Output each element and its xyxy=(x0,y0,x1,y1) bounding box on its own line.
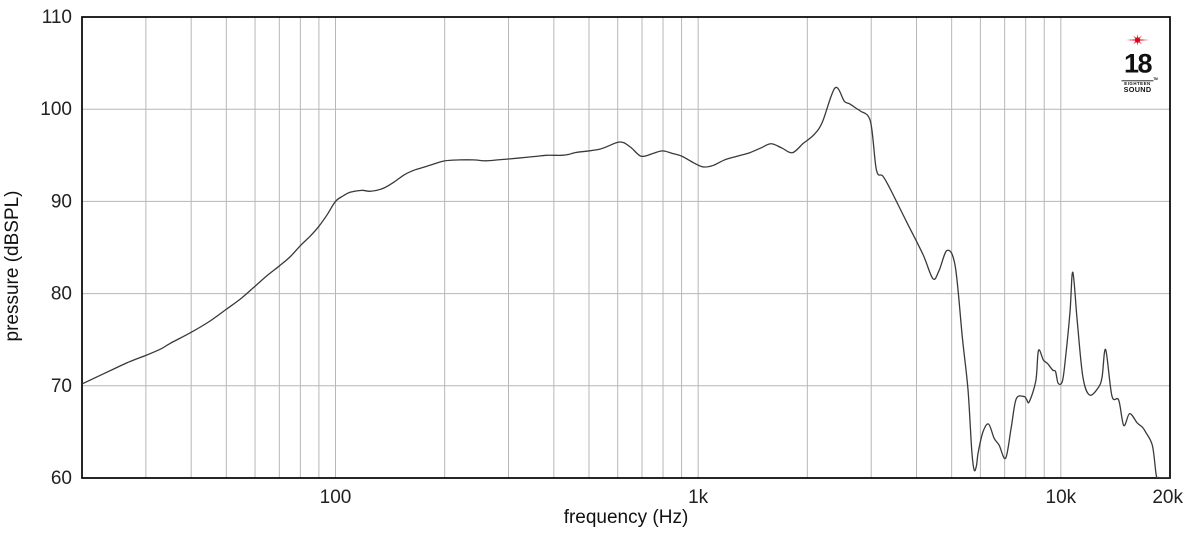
svg-text:TM: TM xyxy=(1153,77,1158,81)
svg-text:pressure (dBSPL): pressure (dBSPL) xyxy=(2,190,23,341)
svg-text:10k: 10k xyxy=(1046,487,1077,508)
svg-text:1k: 1k xyxy=(688,487,709,508)
svg-text:110: 110 xyxy=(42,7,72,28)
svg-text:60: 60 xyxy=(51,468,72,489)
svg-text:20k: 20k xyxy=(1152,487,1183,508)
svg-text:100: 100 xyxy=(40,99,72,120)
svg-text:80: 80 xyxy=(51,284,72,305)
svg-text:70: 70 xyxy=(51,376,72,397)
svg-text:SOUND: SOUND xyxy=(1124,85,1152,94)
svg-text:frequency (Hz): frequency (Hz) xyxy=(564,507,689,528)
svg-text:100: 100 xyxy=(320,487,352,508)
svg-text:18: 18 xyxy=(1124,49,1153,79)
svg-text:90: 90 xyxy=(51,191,72,212)
